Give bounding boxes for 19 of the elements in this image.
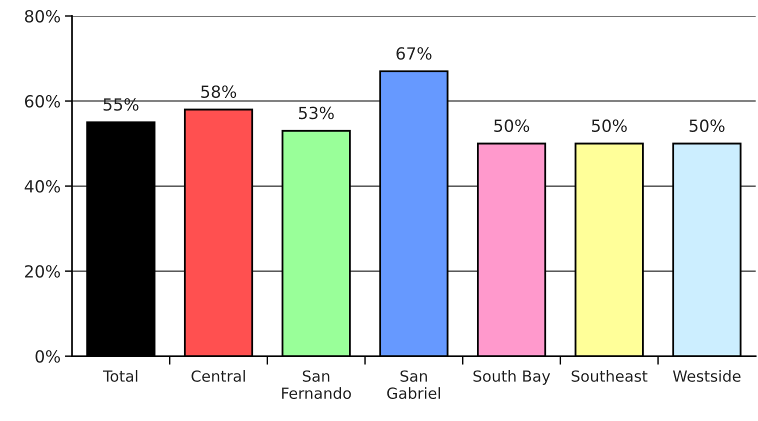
x-tick-label: Central [192, 370, 245, 382]
data-label: 58% [201, 85, 236, 98]
x-tick-label: San Gabriel [387, 370, 440, 399]
y-tick-label: 0% [36, 350, 60, 363]
x-tick-label: Southeast [572, 370, 648, 382]
data-label: 53% [298, 106, 334, 120]
y-tick-label: 40% [24, 180, 60, 193]
x-tick-label: San Fernando [282, 370, 351, 399]
x-tick-label: Total [102, 370, 138, 382]
y-tick-label: 80% [24, 10, 60, 23]
x-tick-label: South Bay [473, 370, 550, 385]
data-label: 55% [104, 98, 138, 111]
y-tick-label: 60% [25, 95, 60, 108]
x-tick-label: Westside [672, 370, 741, 382]
data-label: 50% [690, 119, 724, 132]
data-label: 67% [396, 47, 432, 60]
data-label: 50% [494, 119, 530, 132]
data-label: 50% [592, 119, 627, 132]
y-tick-label: 20% [25, 265, 60, 278]
